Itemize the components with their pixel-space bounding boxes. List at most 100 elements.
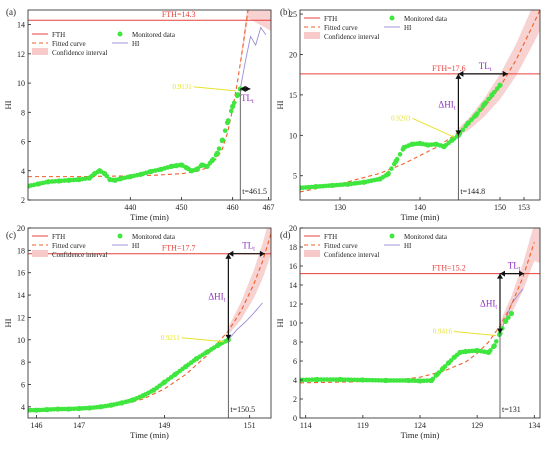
delta-hi-subscript: t: [454, 106, 456, 112]
monitored-data-point: [28, 183, 31, 189]
t-label: t=144.8: [460, 187, 485, 196]
legend-monitored-label: Monitored data: [404, 233, 448, 241]
y-tick-label: 12: [289, 300, 297, 309]
monitored-data-point: [161, 379, 168, 385]
monitored-data-point: [485, 349, 492, 356]
y-tick-label: 8: [21, 358, 25, 367]
panel-d: 114 119 124 129 134 0 2 4 6 8 10 12 14 16 18 20 Time (mi…: [275, 224, 541, 440]
confidence-value-pointer: [193, 86, 237, 92]
delta-hi-subscript: t: [224, 298, 226, 304]
monitored-data-point: [97, 168, 103, 174]
y-tick-label: 16: [17, 269, 25, 278]
monitored-data-point: [481, 101, 487, 108]
y-tick-label: 10: [17, 79, 25, 88]
panel-a: 440 450 460 467 2 4 6 8 10 12 14 Time (min) HI (a) FTH…: [3, 7, 274, 222]
t-label: t=461.5: [242, 187, 267, 196]
x-tick-label: 134: [528, 421, 540, 430]
legend-fitted-label: Fitted curve: [324, 24, 358, 32]
fth-label: FTH=17.7: [162, 244, 196, 253]
x-tick-label: 146: [31, 421, 43, 430]
tl-arrow-head: [240, 85, 246, 92]
tl-label: TLt: [508, 261, 521, 273]
monitored-point: [216, 146, 222, 151]
monitored-data-point: [425, 142, 431, 148]
confidence-value-pointer: [453, 330, 497, 336]
x-tick-label: 467: [262, 203, 274, 212]
x-tick-label: 119: [357, 421, 369, 430]
legend-ci-swatch: [304, 250, 320, 257]
monitored-point: [228, 108, 234, 114]
monitored-data-point: [433, 141, 439, 147]
y-tick-label: 10: [289, 319, 297, 328]
monitored-data-point: [183, 363, 189, 370]
confidence-value-label: 0.9211: [161, 334, 180, 342]
fitted-curve: [300, 10, 540, 193]
confidence-value-label: 0.9131: [172, 83, 192, 91]
monitored-data-point: [107, 176, 113, 183]
y-tick-label: 15: [289, 91, 297, 100]
delta-hi-label: ΔHIt: [438, 100, 455, 112]
monitored-data-point: [383, 377, 389, 384]
monitored-data-point: [465, 120, 471, 126]
monitored-point: [222, 128, 228, 133]
monitored-data-point: [215, 342, 221, 348]
y-tick-label: 20: [17, 224, 25, 233]
legend-monitored-label: Monitored data: [404, 15, 448, 23]
y-tick-label: 20: [289, 50, 297, 59]
monitored-point: [494, 86, 500, 91]
axes-frame: [27, 9, 272, 201]
monitored-point: [389, 166, 394, 171]
y-tick-label: 14: [17, 291, 25, 300]
plot-content: [28, 10, 271, 200]
delta-hi-arrow-head: [455, 130, 462, 136]
x-axis-label: Time (min): [130, 212, 169, 222]
legend-ci-label: Confidence interval: [52, 251, 107, 259]
fitted-curve: [28, 233, 271, 410]
monitored-data-point: [86, 175, 92, 181]
y-tick-label: 0: [293, 414, 297, 423]
legend-fitted-label: Fitted curve: [52, 242, 86, 250]
x-tick-label: 140: [414, 203, 426, 212]
tl-arrow-head: [228, 250, 234, 257]
x-axis-label: Time (min): [130, 430, 169, 440]
y-tick-label: 16: [289, 262, 297, 271]
monitored-data-point: [199, 162, 205, 168]
monitored-data-point: [503, 318, 509, 324]
legend-monitored-label: Monitored data: [132, 233, 176, 241]
monitored-data-point: [151, 387, 157, 393]
delta-hi-label: ΔHIt: [480, 299, 497, 311]
monitored-data-point: [137, 171, 144, 178]
tl-arrow-head: [500, 270, 505, 277]
y-tick-label: 2: [293, 395, 297, 404]
monitored-data-point: [314, 376, 320, 383]
y-tick-label: 6: [293, 357, 297, 366]
legend-hi-label: HI: [404, 242, 412, 250]
monitored-data-point: [129, 397, 136, 403]
legend-fth-label: FTH: [324, 15, 337, 23]
legend-ci-swatch: [304, 32, 320, 39]
delta-hi-label: ΔHIt: [208, 292, 225, 304]
tl-label: TLt: [242, 241, 255, 253]
monitored-data-point: [230, 103, 236, 110]
y-axis-label: HI: [3, 100, 13, 109]
y-axis-label: HI: [3, 318, 13, 327]
monitored-data-point: [193, 356, 199, 362]
hi-true-line: [239, 26, 267, 90]
tl-arrow-head: [245, 85, 251, 92]
monitored-data-point: [189, 168, 195, 174]
monitored-data-point: [44, 407, 50, 413]
x-tick-label: 440: [124, 203, 136, 212]
x-tick-label: 130: [334, 203, 346, 212]
confidence-band: [240, 10, 271, 68]
tl-arrow-head: [502, 70, 508, 77]
tl-subscript: t: [253, 247, 255, 253]
monitored-data-point: [300, 185, 303, 191]
legend-fitted-label: Fitted curve: [324, 242, 358, 250]
monitored-data-point: [204, 163, 210, 169]
monitored-data-point: [33, 407, 40, 413]
y-tick-label: 4: [21, 403, 25, 412]
tl-subscript: t: [519, 267, 521, 273]
monitored-data-point: [55, 406, 61, 412]
y-tick-label: 12: [17, 313, 25, 322]
